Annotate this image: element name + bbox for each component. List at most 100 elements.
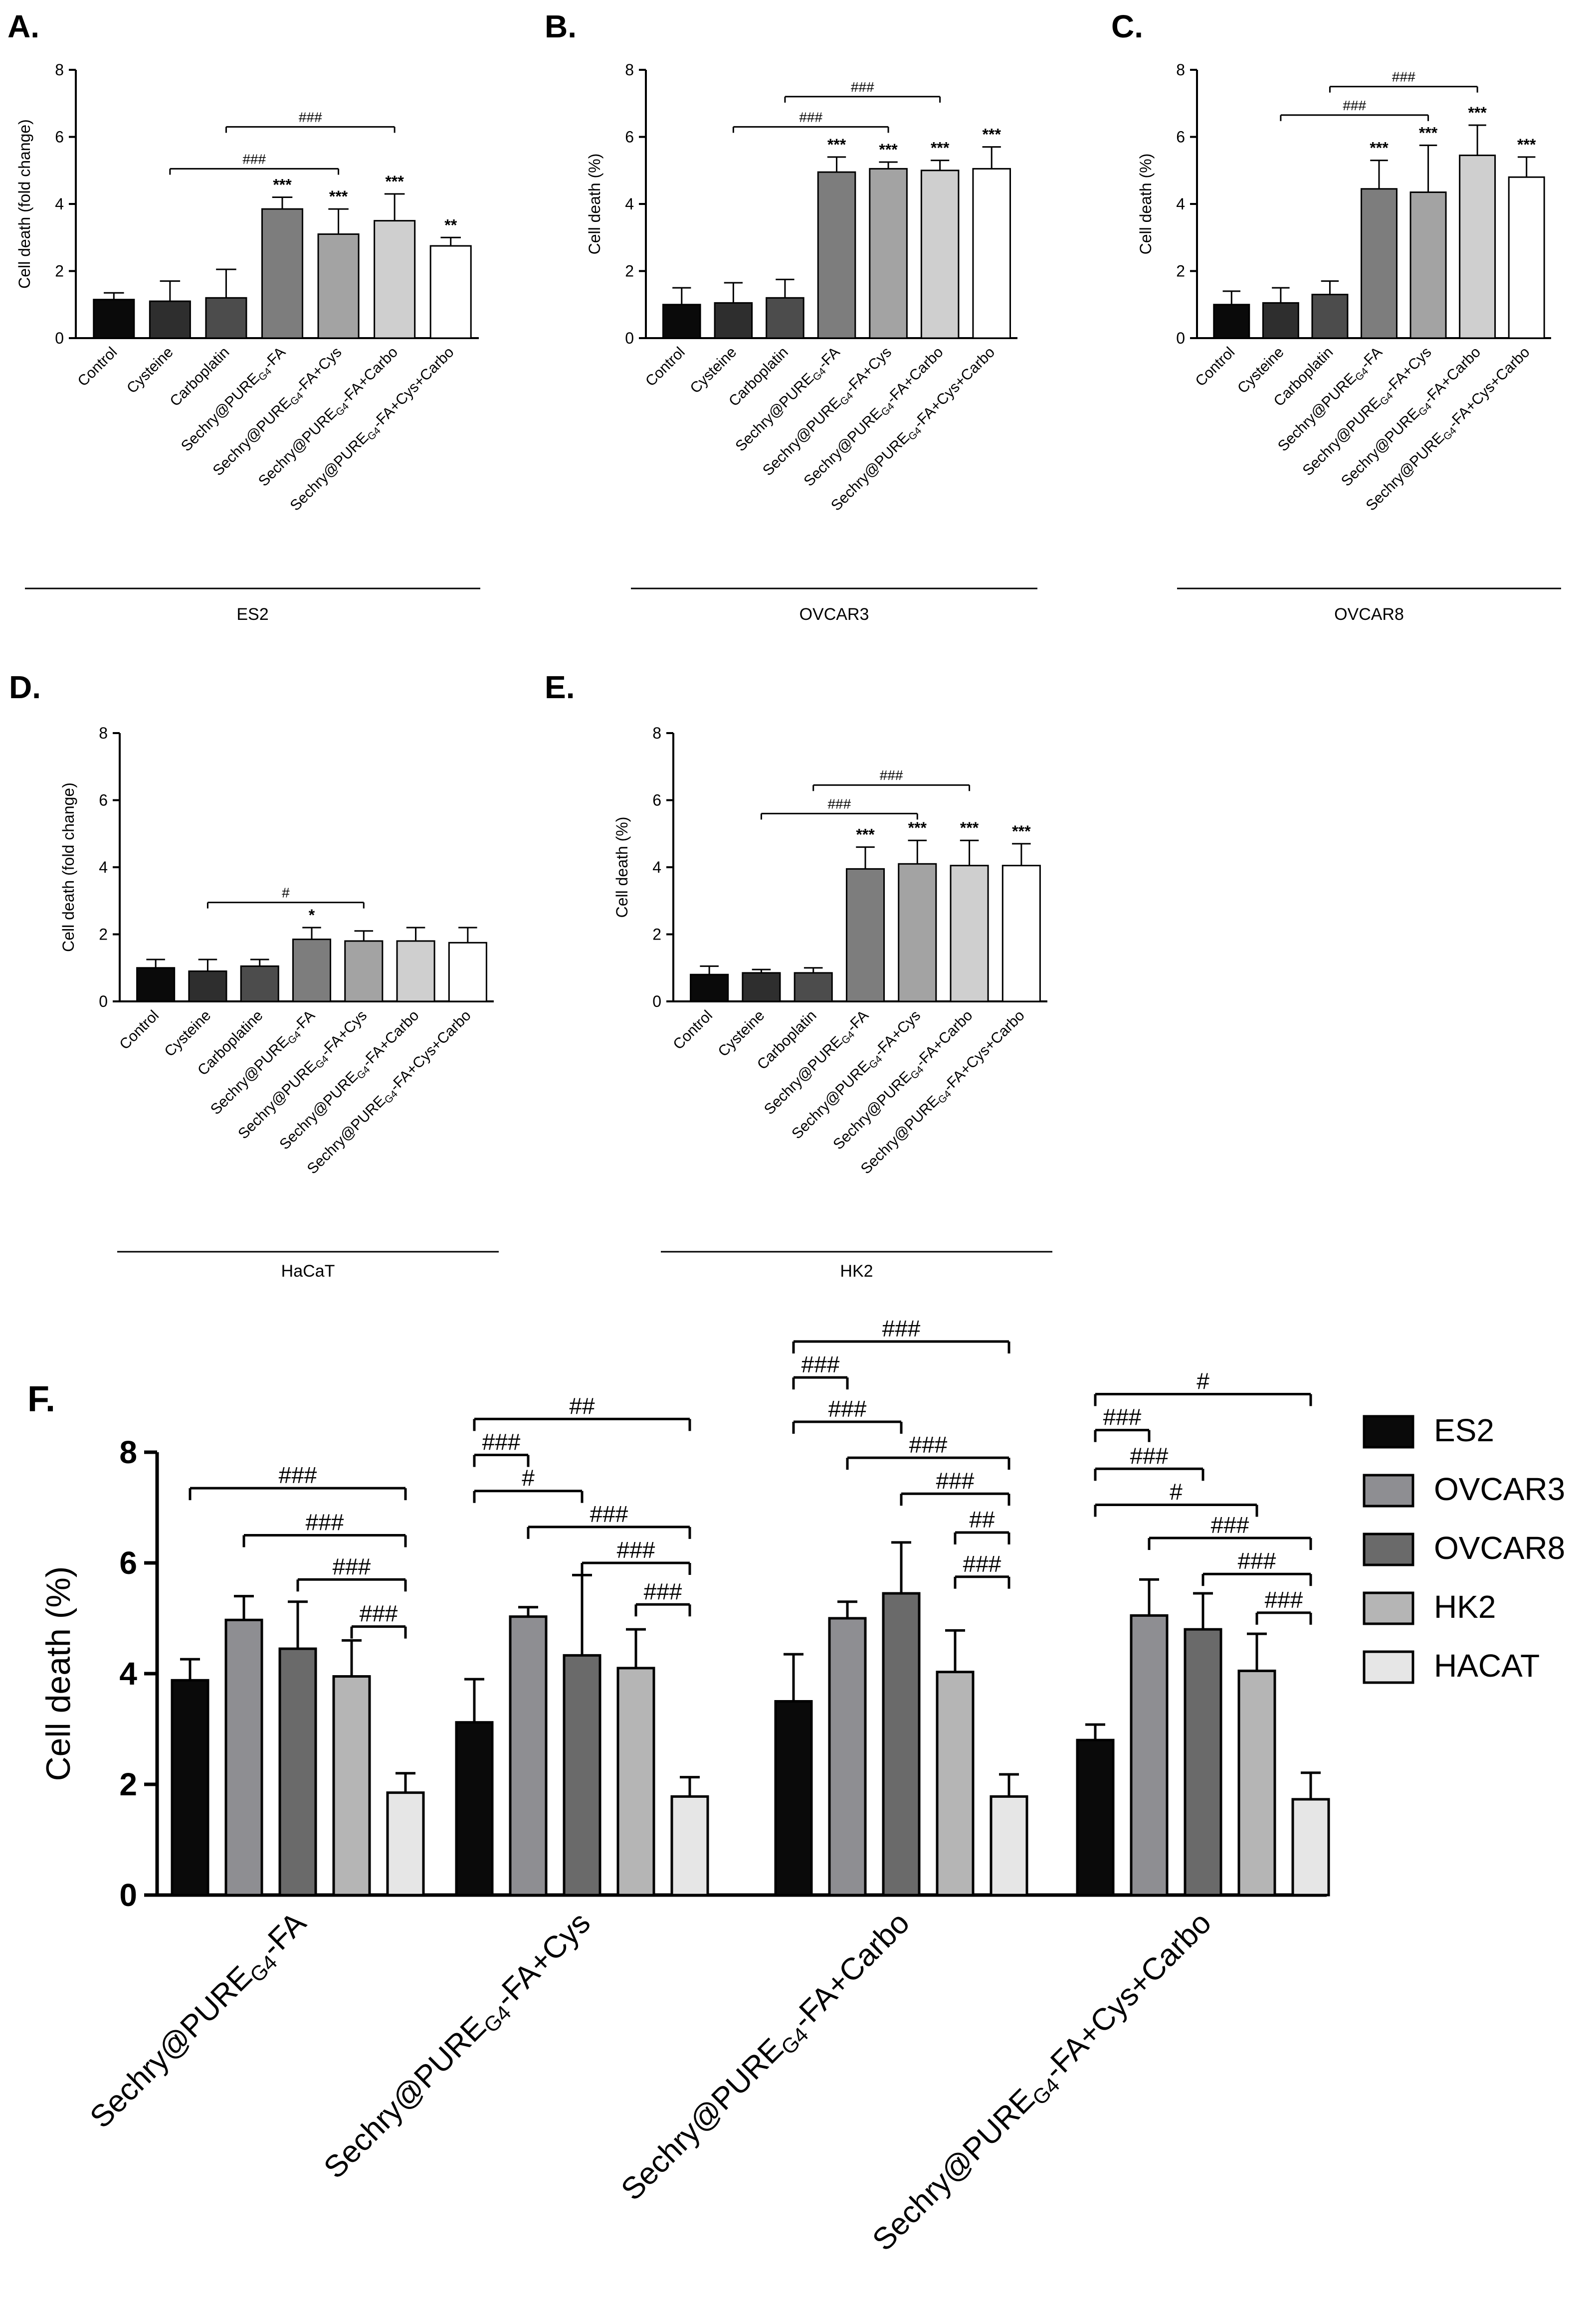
bar-hk2 xyxy=(616,1667,655,1897)
comparison-label: ### xyxy=(644,1578,682,1604)
bar-ovcar8 xyxy=(1184,1628,1222,1897)
x-tick-label: Control xyxy=(670,1007,716,1053)
category-label-text: Cysteine xyxy=(162,1007,214,1060)
comparison-label: # xyxy=(1170,1479,1183,1505)
bar-es2 xyxy=(455,1721,494,1897)
significance-stars: *** xyxy=(827,136,846,154)
comparison-label: ### xyxy=(851,79,874,95)
significance-stars: *** xyxy=(931,139,950,157)
category-label-text: -FA+Cys xyxy=(292,344,345,396)
category-label-text: Sechry@PURE xyxy=(866,2082,1041,2258)
bar xyxy=(1262,302,1299,339)
legend-label: HACAT xyxy=(1434,1648,1540,1684)
significance-stars: *** xyxy=(856,826,875,844)
comparison-label: ## xyxy=(569,1393,595,1419)
y-tick-label: 2 xyxy=(1176,262,1185,280)
y-axis-label: Cell death (%) xyxy=(613,817,631,918)
y-tick-label: 6 xyxy=(99,791,108,809)
bar-ovcar8 xyxy=(278,1647,317,1897)
bar xyxy=(1213,304,1250,339)
comparison-label: # xyxy=(282,885,290,901)
bar xyxy=(188,970,227,1002)
y-tick-label: 4 xyxy=(1176,195,1185,213)
panel-letter: D. xyxy=(9,669,41,705)
bar xyxy=(344,940,384,1002)
bar xyxy=(136,967,176,1002)
x-tick-label: Sechry@PUREG4-FA+Cys+Carbo xyxy=(866,1906,1221,2261)
y-axis-label: Cell death (%) xyxy=(1137,154,1155,255)
comparison-label: ### xyxy=(963,1551,1001,1577)
y-axis-label: Cell death (fold change) xyxy=(59,782,77,952)
comparison-label: ### xyxy=(1392,69,1415,85)
y-tick-label: 4 xyxy=(625,195,634,213)
comparison-label: ### xyxy=(801,1351,840,1377)
y-tick-label: 2 xyxy=(119,1766,137,1802)
legend-swatch-es2 xyxy=(1363,1415,1414,1449)
significance-stars: *** xyxy=(983,126,1001,144)
category-label-text: Cysteine xyxy=(687,344,740,397)
legend-swatch-ovcar8 xyxy=(1363,1533,1414,1566)
y-tick-label: 8 xyxy=(625,61,634,79)
y-tick-label: 0 xyxy=(1176,329,1185,347)
y-tick-label: 8 xyxy=(119,1434,137,1470)
legend-label: ES2 xyxy=(1434,1412,1494,1448)
category-label-text: Control xyxy=(116,1007,162,1053)
comparison-label: ### xyxy=(882,1316,921,1342)
bar xyxy=(869,168,908,339)
y-tick-label: 0 xyxy=(652,992,661,1010)
category-label-text: -FA+Cys xyxy=(318,1007,370,1060)
bar xyxy=(1001,865,1041,1002)
panel-letter: E. xyxy=(545,669,575,705)
bar xyxy=(1409,191,1447,339)
x-tick-label: Sechry@PUREG4-FA+Cys xyxy=(317,1906,600,2188)
bar xyxy=(374,220,416,339)
comparison-label: ### xyxy=(360,1601,398,1627)
x-tick-label: Sechry@PUREG4-FA+Carbo xyxy=(614,1906,919,2210)
bar-hk2 xyxy=(332,1675,371,1897)
bar xyxy=(845,868,885,1002)
legend: ES2 OVCAR3 OVCAR8 HK2 HACAT xyxy=(1363,1412,1565,1684)
y-tick-label: 0 xyxy=(119,1877,137,1913)
bar xyxy=(898,863,937,1002)
cell-line-title: OVCAR3 xyxy=(799,605,869,624)
y-tick-label: 2 xyxy=(99,926,108,944)
significance-stars: *** xyxy=(385,173,404,191)
y-tick-label: 8 xyxy=(1176,61,1185,79)
category-label-text: -FA+Cys xyxy=(871,1007,924,1060)
comparison-label: ### xyxy=(880,767,903,783)
comparison-label: ### xyxy=(617,1537,655,1563)
category-label-text: Sechry@PURE xyxy=(317,2010,493,2185)
significance-stars: *** xyxy=(1517,136,1536,154)
bar xyxy=(1361,188,1397,339)
bar xyxy=(292,939,332,1002)
bar-ovcar8 xyxy=(563,1654,601,1897)
x-tick-label: Cysteine xyxy=(124,344,177,397)
panel-letter: F. xyxy=(27,1379,55,1419)
x-tick-label: Cysteine xyxy=(162,1007,214,1060)
bar-ovcar3 xyxy=(509,1615,548,1897)
category-label-text: Sechry@PURE xyxy=(614,2032,790,2207)
y-tick-label: 4 xyxy=(55,195,64,213)
category-label-text: Control xyxy=(75,344,121,390)
bar xyxy=(920,170,960,339)
legend-label: OVCAR3 xyxy=(1434,1471,1565,1507)
x-tick-label: Cysteine xyxy=(715,1007,768,1060)
comparison-label: ### xyxy=(590,1501,628,1527)
panel-A: A. 0 2 4 6 8 Cell death (fold change) Control Cy… xyxy=(7,8,480,624)
x-tick-label: Control xyxy=(642,344,688,390)
y-tick-label: 6 xyxy=(1176,128,1185,146)
bar xyxy=(261,208,304,339)
comparison-label: # xyxy=(522,1465,535,1491)
significance-stars: *** xyxy=(1370,139,1389,157)
x-tick-label: Sechry@PUREG4-FA xyxy=(178,344,290,456)
bar xyxy=(766,297,804,339)
bar xyxy=(1311,294,1349,339)
bar-es2 xyxy=(1076,1738,1115,1897)
category-label-text: Cysteine xyxy=(124,344,177,397)
significance-stars: *** xyxy=(879,141,898,159)
comparison-label: ### xyxy=(1211,1512,1249,1538)
y-tick-label: 4 xyxy=(652,858,661,876)
bar-hacat xyxy=(386,1791,425,1897)
bar xyxy=(950,865,989,1002)
